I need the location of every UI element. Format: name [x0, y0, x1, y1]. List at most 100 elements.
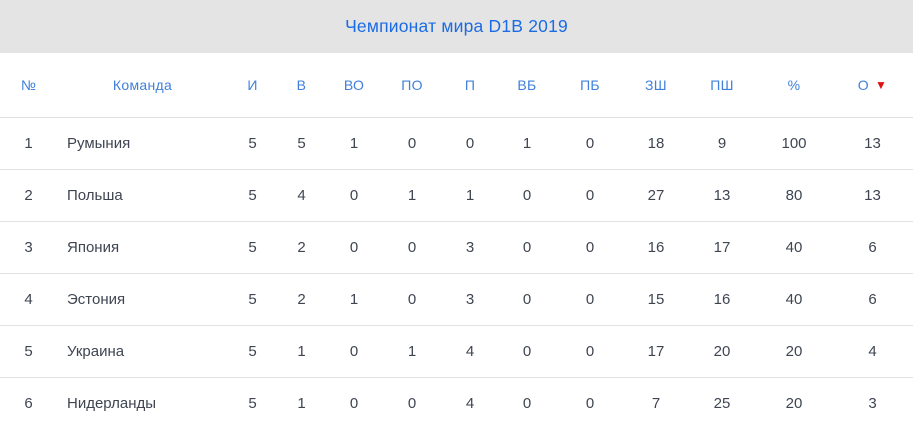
col-header-goals-against[interactable]: ПШ [688, 53, 756, 118]
stat-cell: 0 [442, 117, 498, 170]
col-header-team[interactable]: Команда [57, 53, 228, 118]
team-cell: Румыния [57, 117, 228, 170]
stat-cell: 0 [556, 325, 624, 378]
stat-cell: 5 [228, 377, 277, 428]
col-header-points[interactable]: О ▼ [832, 53, 913, 118]
stat-cell: 0 [326, 325, 382, 378]
points-cell: 6 [832, 273, 913, 326]
rank-cell: 1 [0, 117, 57, 170]
stat-cell: 4 [442, 377, 498, 428]
standings-table: № Команда И В ВО ПО П ВБ ПБ ЗШ ПШ % О ▼ 1… [0, 53, 913, 428]
stat-cell: 40 [756, 221, 832, 274]
stat-cell: 5 [228, 117, 277, 170]
team-cell: Нидерланды [57, 377, 228, 428]
stat-cell: 17 [688, 221, 756, 274]
stat-cell: 0 [498, 221, 556, 274]
stat-cell: 0 [382, 377, 442, 428]
stat-cell: 20 [756, 325, 832, 378]
team-cell: Польша [57, 169, 228, 222]
stat-cell: 18 [624, 117, 688, 170]
page-title: Чемпионат мира D1B 2019 [345, 16, 568, 36]
stat-cell: 1 [382, 325, 442, 378]
table-row: 6 Нидерланды 5 1 0 0 4 0 0 7 25 20 3 [0, 377, 913, 428]
stat-cell: 0 [382, 273, 442, 326]
stat-cell: 16 [624, 221, 688, 274]
stat-cell: 1 [382, 169, 442, 222]
stat-cell: 0 [326, 169, 382, 222]
stat-cell: 7 [624, 377, 688, 428]
stat-cell: 5 [228, 221, 277, 274]
rank-cell: 4 [0, 273, 57, 326]
col-header-games[interactable]: И [228, 53, 277, 118]
col-header-num[interactable]: № [0, 53, 57, 118]
col-header-losses[interactable]: П [442, 53, 498, 118]
table-row: 3 Япония 5 2 0 0 3 0 0 16 17 40 6 [0, 221, 913, 274]
stat-cell: 5 [228, 325, 277, 378]
col-header-wins-ot[interactable]: ВО [326, 53, 382, 118]
col-header-losses-ot[interactable]: ПО [382, 53, 442, 118]
stat-cell: 15 [624, 273, 688, 326]
stat-cell: 25 [688, 377, 756, 428]
stat-cell: 27 [624, 169, 688, 222]
team-cell: Япония [57, 221, 228, 274]
stat-cell: 0 [498, 169, 556, 222]
stat-cell: 1 [498, 117, 556, 170]
stat-cell: 20 [688, 325, 756, 378]
stat-cell: 3 [442, 221, 498, 274]
stat-cell: 1 [442, 169, 498, 222]
stat-cell: 0 [556, 169, 624, 222]
stat-cell: 0 [326, 377, 382, 428]
stat-cell: 80 [756, 169, 832, 222]
col-header-percent[interactable]: % [756, 53, 832, 118]
stat-cell: 5 [228, 169, 277, 222]
stat-cell: 2 [277, 273, 326, 326]
stat-cell: 13 [688, 169, 756, 222]
stat-cell: 0 [556, 117, 624, 170]
stat-cell: 0 [382, 117, 442, 170]
points-cell: 6 [832, 221, 913, 274]
team-cell: Эстония [57, 273, 228, 326]
stat-cell: 0 [326, 221, 382, 274]
stat-cell: 0 [382, 221, 442, 274]
table-row: 2 Польша 5 4 0 1 1 0 0 27 13 80 13 [0, 169, 913, 222]
stat-cell: 1 [277, 377, 326, 428]
stat-cell: 1 [326, 273, 382, 326]
stat-cell: 4 [442, 325, 498, 378]
rank-cell: 6 [0, 377, 57, 428]
rank-cell: 5 [0, 325, 57, 378]
table-row: 5 Украина 5 1 0 1 4 0 0 17 20 20 4 [0, 325, 913, 378]
stat-cell: 0 [498, 377, 556, 428]
stat-cell: 5 [228, 273, 277, 326]
rank-cell: 3 [0, 221, 57, 274]
points-cell: 13 [832, 169, 913, 222]
header-row: № Команда И В ВО ПО П ВБ ПБ ЗШ ПШ % О ▼ [0, 53, 913, 118]
stat-cell: 16 [688, 273, 756, 326]
sort-desc-icon: ▼ [875, 77, 888, 92]
stat-cell: 20 [756, 377, 832, 428]
col-header-points-label: О [857, 76, 869, 93]
table-row: 4 Эстония 5 2 1 0 3 0 0 15 16 40 6 [0, 273, 913, 326]
team-cell: Украина [57, 325, 228, 378]
col-header-losses-so[interactable]: ПБ [556, 53, 624, 118]
stat-cell: 2 [277, 221, 326, 274]
stat-cell: 17 [624, 325, 688, 378]
rank-cell: 2 [0, 169, 57, 222]
stat-cell: 1 [277, 325, 326, 378]
stat-cell: 3 [442, 273, 498, 326]
col-header-wins[interactable]: В [277, 53, 326, 118]
stat-cell: 0 [556, 273, 624, 326]
points-cell: 3 [832, 377, 913, 428]
stat-cell: 5 [277, 117, 326, 170]
stat-cell: 40 [756, 273, 832, 326]
points-cell: 13 [832, 117, 913, 170]
col-header-wins-so[interactable]: ВБ [498, 53, 556, 118]
stat-cell: 0 [556, 221, 624, 274]
stat-cell: 1 [326, 117, 382, 170]
points-cell: 4 [832, 325, 913, 378]
stat-cell: 9 [688, 117, 756, 170]
stat-cell: 4 [277, 169, 326, 222]
stat-cell: 0 [498, 273, 556, 326]
stat-cell: 0 [498, 325, 556, 378]
table-title-bar: Чемпионат мира D1B 2019 [0, 0, 913, 53]
col-header-goals-for[interactable]: ЗШ [624, 53, 688, 118]
